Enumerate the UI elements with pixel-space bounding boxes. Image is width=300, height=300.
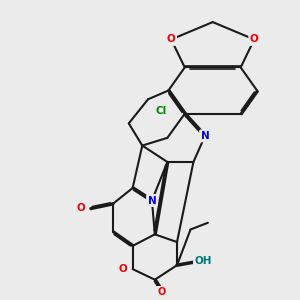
Text: OH: OH [194, 256, 212, 266]
Text: Cl: Cl [156, 106, 167, 116]
Text: Cl: Cl [156, 106, 167, 116]
Text: O: O [76, 203, 85, 213]
Text: O: O [76, 203, 85, 213]
Text: O: O [118, 264, 127, 274]
Text: O: O [167, 34, 176, 44]
Text: N: N [148, 196, 156, 206]
Text: N: N [148, 196, 156, 206]
Text: O: O [118, 264, 127, 274]
Text: O: O [250, 34, 259, 44]
Text: O: O [167, 34, 176, 44]
Text: O: O [250, 34, 259, 44]
Text: OH: OH [194, 256, 212, 266]
Text: N: N [201, 131, 209, 141]
Text: O: O [158, 287, 166, 297]
Text: N: N [201, 131, 209, 141]
Text: O: O [158, 287, 166, 297]
